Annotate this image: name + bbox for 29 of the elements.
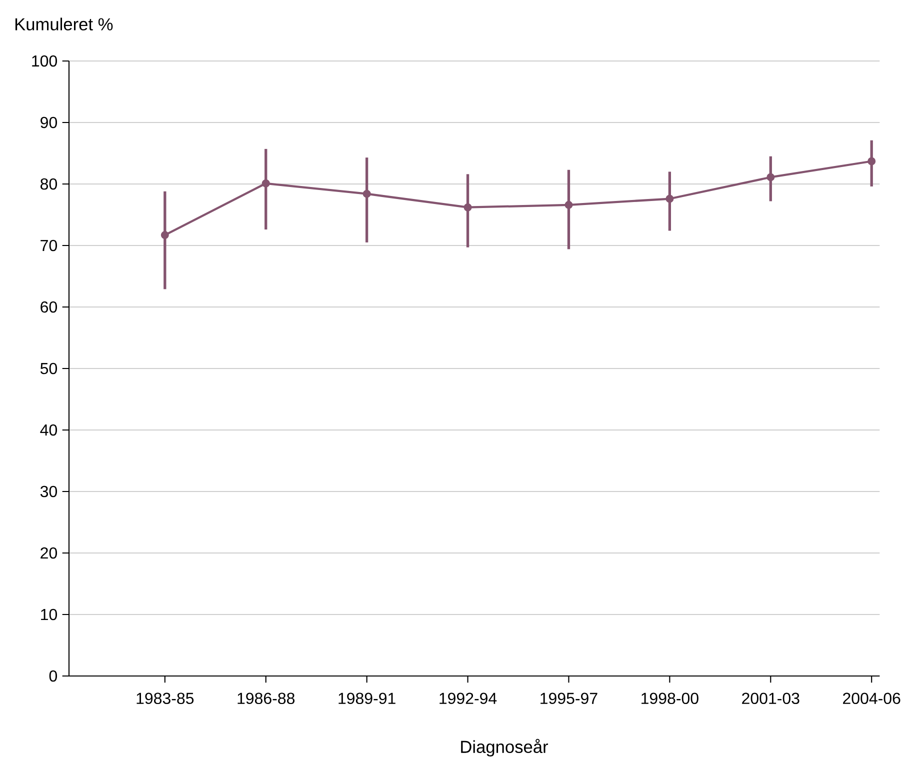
x-tick-label: 1989-91 — [338, 692, 396, 704]
y-tick-label: 20 — [40, 547, 57, 559]
y-tick-label: 0 — [49, 670, 58, 682]
x-tick-label: 1992-94 — [440, 692, 497, 704]
point — [160, 231, 169, 240]
y-tick-label: 50 — [40, 362, 57, 374]
point — [564, 200, 573, 209]
point — [666, 194, 674, 203]
point — [868, 157, 876, 166]
y-axis-title: Kumuleret % — [15, 18, 113, 30]
point — [766, 173, 775, 182]
y-tick-label: 90 — [40, 116, 57, 128]
y-tick-label: 70 — [40, 240, 57, 252]
y-tick-label: 80 — [40, 178, 57, 190]
point — [262, 179, 270, 188]
x-axis-title: Diagnoseår — [461, 738, 548, 756]
x-tick-label: 1983-85 — [136, 692, 194, 704]
point — [362, 190, 371, 198]
x-tick-label: 2004-06 — [843, 692, 900, 704]
y-tick-label: 100 — [32, 55, 57, 67]
point — [464, 203, 472, 212]
y-tick-label: 60 — [40, 301, 57, 313]
y-tick-label: 30 — [40, 486, 57, 498]
y-tick-label: 10 — [41, 608, 57, 620]
x-tick-label: 1986-88 — [238, 692, 295, 704]
y-tick-label: 40 — [40, 424, 57, 436]
x-tick-label: 1998-00 — [642, 692, 698, 704]
x-tick-label: 2001-03 — [742, 692, 800, 704]
x-tick-label: 1995-97 — [540, 692, 598, 704]
